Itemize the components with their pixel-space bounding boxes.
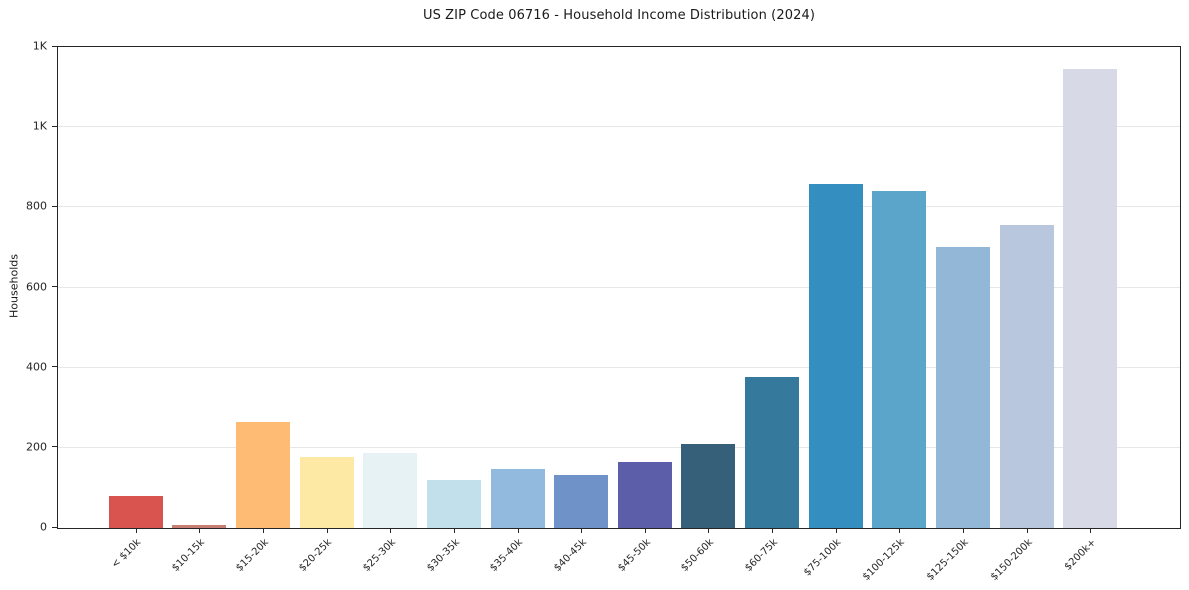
x-axis-tick-label: $50-60k bbox=[679, 537, 717, 574]
bar bbox=[490, 469, 545, 528]
gridline bbox=[58, 206, 1180, 208]
x-axis-tick-label: $15-20k bbox=[233, 537, 271, 574]
x-axis-tick-label: $150-200k bbox=[988, 537, 1035, 583]
x-axis-tick bbox=[1026, 528, 1028, 533]
bar-slot: $45-50k bbox=[613, 47, 677, 574]
y-axis-tick bbox=[52, 125, 57, 127]
y-axis-tick-label: 1K bbox=[32, 119, 47, 133]
x-axis-tick-label: $45-50k bbox=[615, 537, 653, 574]
x-axis-tick bbox=[135, 528, 137, 533]
x-axis-tick-label: $10-15k bbox=[170, 537, 208, 574]
bar bbox=[808, 184, 863, 528]
gridline bbox=[58, 366, 1180, 368]
y-axis-tick bbox=[52, 45, 57, 47]
bar-slot: $20-25k bbox=[295, 47, 359, 574]
bar bbox=[172, 524, 227, 528]
x-axis-tick bbox=[390, 528, 392, 533]
x-axis-tick-label: < $10k bbox=[110, 537, 144, 571]
bar-slot: $75-100k bbox=[802, 47, 868, 578]
bar-slot: $50-60k bbox=[677, 47, 741, 574]
y-axis-tick bbox=[52, 446, 57, 448]
bar bbox=[554, 475, 609, 528]
x-axis-tick-label: $200k+ bbox=[1062, 537, 1098, 573]
y-axis-tick-label: 400 bbox=[26, 360, 47, 374]
bar bbox=[363, 453, 418, 528]
bar-slot: $15-20k bbox=[231, 47, 295, 574]
x-axis-tick-label: $40-45k bbox=[552, 537, 589, 574]
bar bbox=[236, 422, 291, 528]
x-axis-tick-label: $25-30k bbox=[361, 537, 399, 574]
x-axis-tick bbox=[326, 528, 328, 533]
plot-area: < $10k $10-15k $15-20k $20-25k $25-30k $30-35… bbox=[57, 46, 1181, 583]
bar bbox=[935, 247, 990, 528]
x-axis-tick bbox=[517, 528, 519, 533]
x-axis-tick bbox=[453, 528, 455, 533]
gridline bbox=[58, 286, 1180, 288]
y-axis-tick bbox=[52, 286, 57, 287]
bar bbox=[426, 480, 481, 528]
y-axis-tick-label: 0 bbox=[40, 520, 47, 534]
bars-container: < $10k $10-15k $15-20k $20-25k $25-30k $30-35… bbox=[58, 47, 1180, 583]
y-axis-tick bbox=[52, 526, 57, 528]
x-axis-tick-label: $125-150k bbox=[924, 537, 971, 583]
bar bbox=[1063, 69, 1118, 528]
bar-slot: < $10k bbox=[104, 47, 168, 571]
bar bbox=[299, 457, 354, 528]
y-axis-tick-label: 800 bbox=[26, 199, 47, 213]
x-axis-tick-label: $60-75k bbox=[742, 537, 780, 574]
x-axis-tick-label: $35-40k bbox=[488, 537, 526, 574]
bar-slot: $30-35k bbox=[422, 47, 486, 574]
gridline bbox=[58, 446, 1180, 448]
y-axis-tick bbox=[52, 366, 57, 368]
x-axis-tick-label: $30-35k bbox=[424, 537, 462, 574]
bar-slot: $10-15k bbox=[168, 47, 232, 574]
x-axis-tick bbox=[962, 528, 964, 533]
x-axis-tick-label: $20-25k bbox=[297, 537, 335, 574]
x-axis-tick-label: $75-100k bbox=[802, 537, 844, 579]
x-axis-tick bbox=[708, 528, 710, 533]
x-axis-tick bbox=[835, 528, 837, 533]
bar bbox=[872, 191, 927, 528]
bar-slot: $150-200k bbox=[988, 47, 1059, 583]
bar bbox=[617, 462, 672, 528]
x-axis-tick bbox=[199, 528, 201, 533]
bar-slot: $25-30k bbox=[359, 47, 423, 574]
bar bbox=[999, 225, 1054, 528]
y-axis-tick bbox=[52, 205, 57, 207]
x-axis-tick bbox=[899, 528, 901, 533]
bar-slot: $40-45k bbox=[549, 47, 613, 574]
bar bbox=[108, 495, 163, 528]
x-axis-tick bbox=[581, 528, 583, 533]
bar bbox=[745, 377, 800, 528]
x-axis-tick bbox=[644, 528, 646, 533]
bar-slot: $200k+ bbox=[1058, 47, 1122, 573]
bar bbox=[681, 443, 736, 528]
gridline bbox=[58, 126, 1180, 128]
chart-title: US ZIP Code 06716 - Household Income Dis… bbox=[422, 8, 816, 23]
bar-slot: $125-150k bbox=[925, 47, 995, 583]
x-axis-tick bbox=[263, 528, 265, 533]
y-axis: 0 200 400 600 800 1K 1K bbox=[0, 40, 57, 534]
bar-slot: $60-75k bbox=[740, 47, 804, 574]
x-axis-tick bbox=[772, 528, 774, 533]
bar-slot: $35-40k bbox=[486, 47, 550, 574]
x-axis-tick bbox=[1090, 528, 1092, 533]
bar-slot: $100-125k bbox=[861, 47, 932, 583]
y-axis-tick-label: 200 bbox=[26, 440, 47, 454]
y-axis-tick-label: 600 bbox=[26, 280, 47, 293]
y-axis-tick-label: 1K bbox=[32, 39, 47, 53]
x-axis-tick-label: $100-125k bbox=[861, 537, 908, 583]
